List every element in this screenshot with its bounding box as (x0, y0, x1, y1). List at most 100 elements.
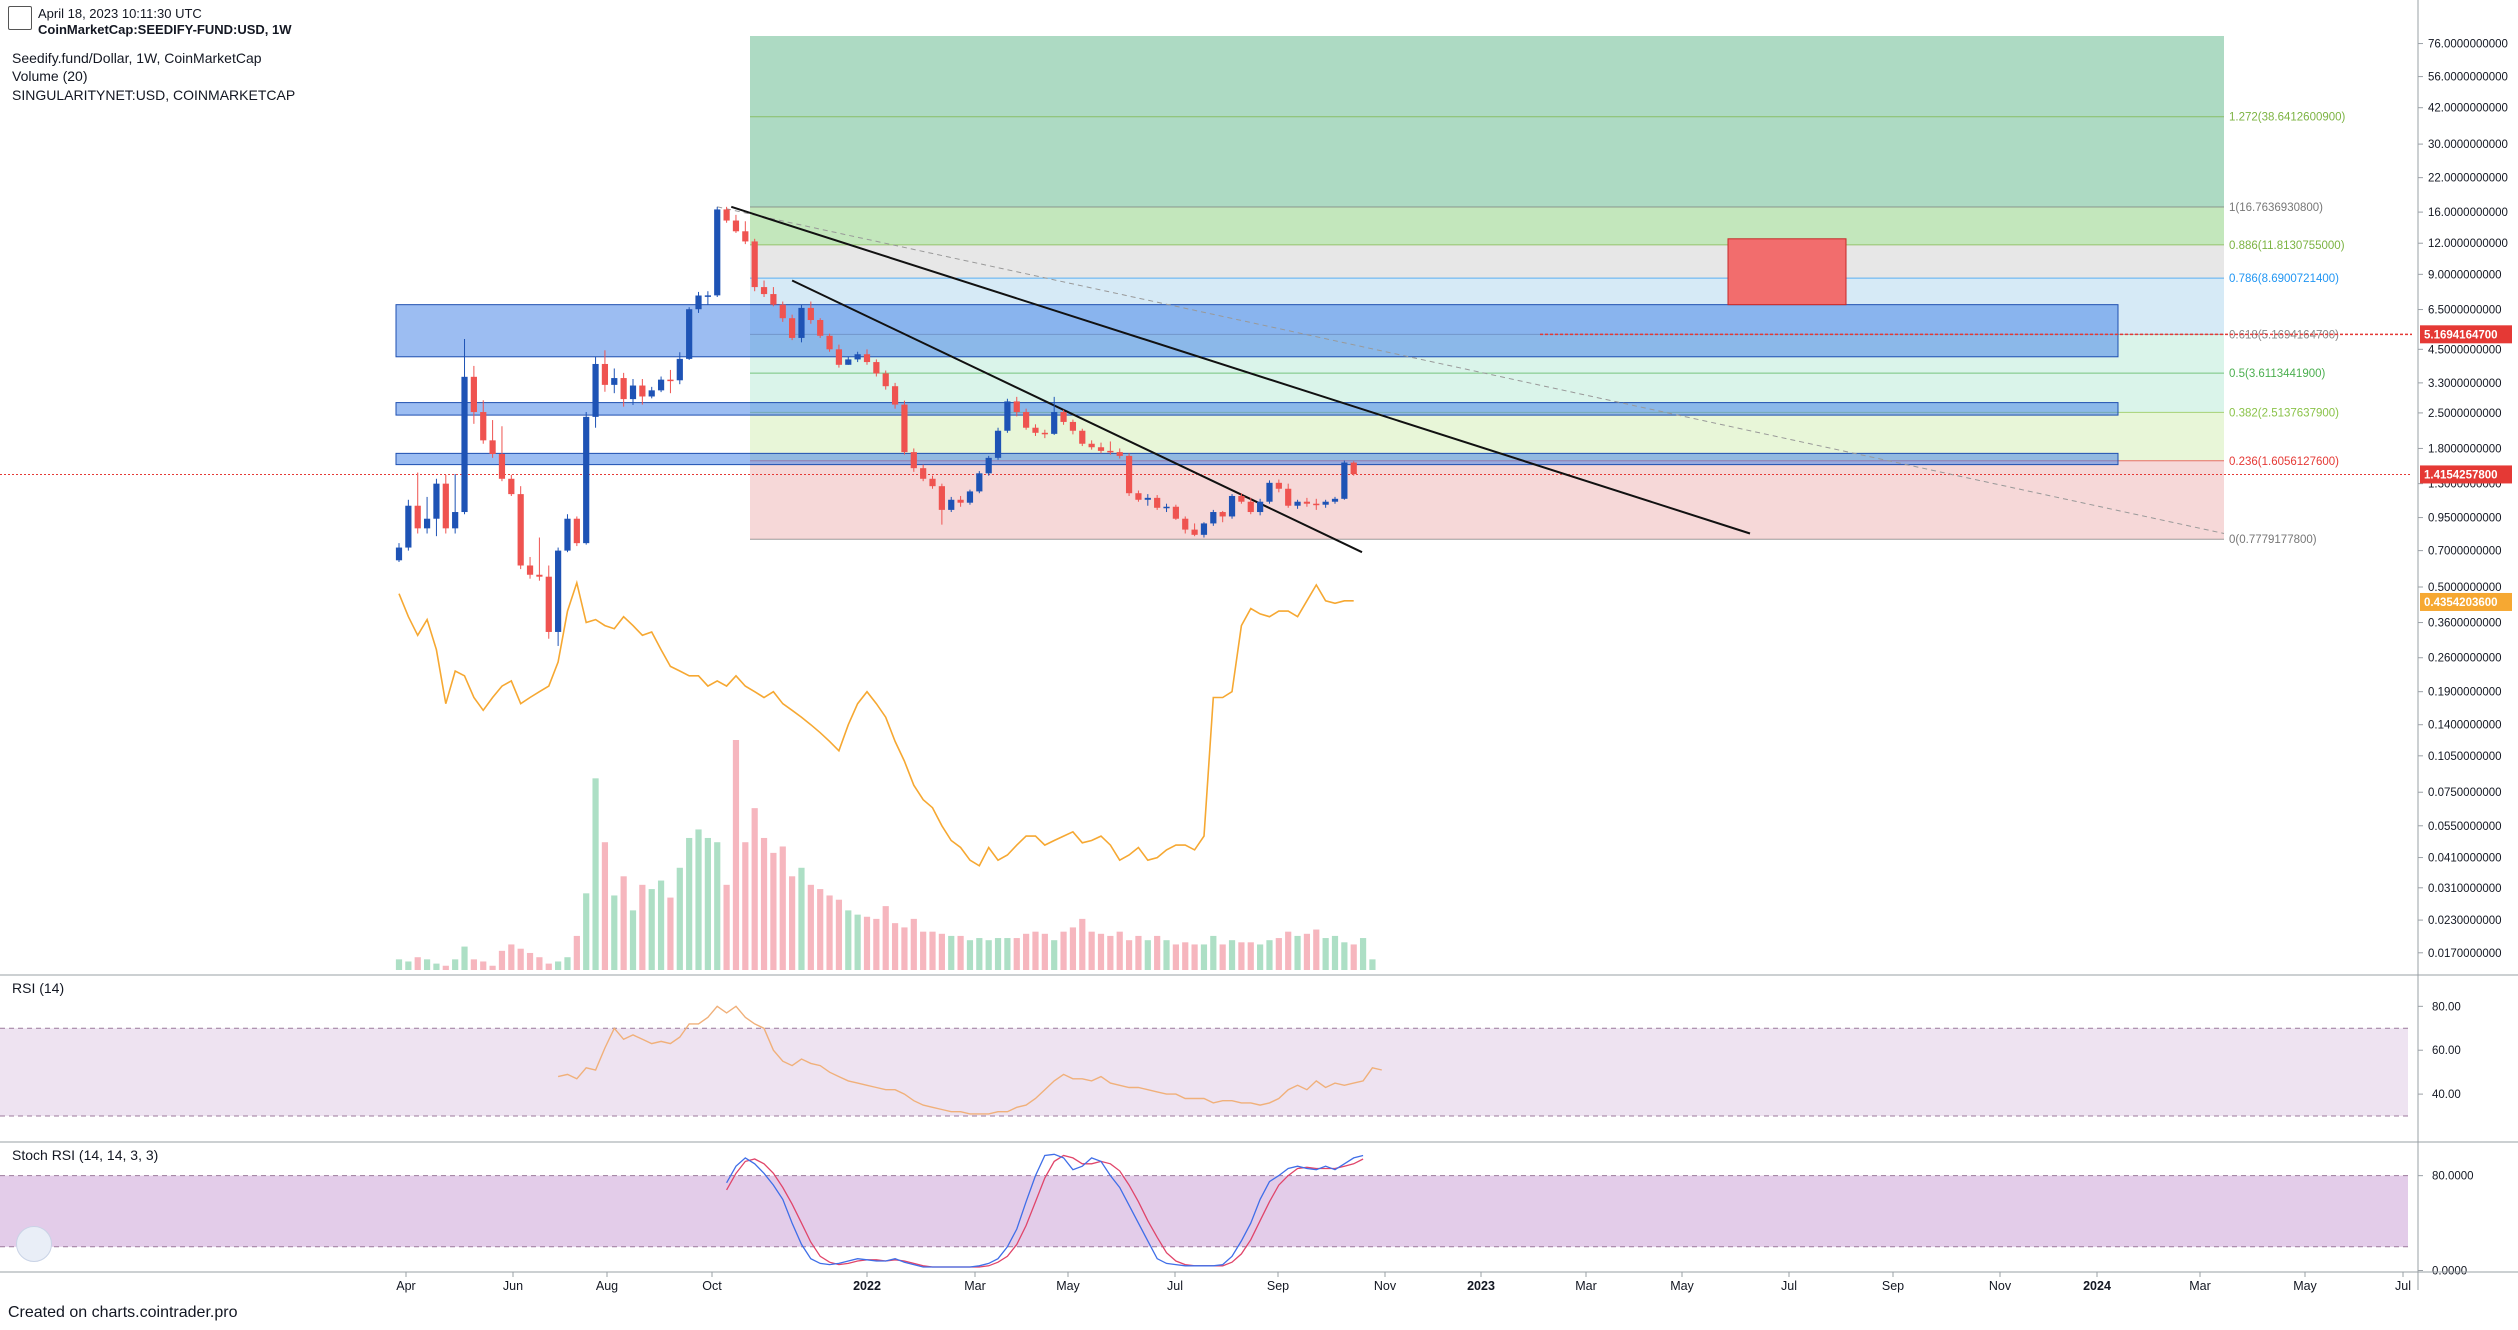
candle (1107, 441, 1114, 455)
price-tick-label: 9.0000000000 (2428, 269, 2502, 281)
candle (611, 368, 618, 394)
time-tick-label: May (1670, 1279, 1694, 1293)
candle (704, 291, 711, 305)
candle-body (1023, 412, 1030, 428)
candle-body (1200, 523, 1208, 535)
fib-band-top (750, 36, 2224, 208)
candle (648, 386, 655, 399)
timestamp: April 18, 2023 10:11:30 UTC (38, 6, 202, 21)
volume-bar (452, 959, 459, 970)
candle-body (845, 359, 852, 365)
candle (1200, 522, 1208, 538)
volume-bar (601, 842, 609, 970)
candle (423, 496, 431, 534)
volume-bar (1247, 942, 1254, 970)
stoch-tick-label: 80.0000 (2432, 1171, 2474, 1183)
candle-body (498, 453, 506, 479)
compare-line (398, 579, 1354, 867)
candle-body (686, 309, 693, 359)
candle (1172, 504, 1179, 520)
candle-body (536, 574, 543, 577)
target-zone (1727, 238, 1847, 306)
volume-bar (1219, 944, 1226, 970)
volume-bar (835, 899, 843, 970)
candle-body (470, 376, 477, 413)
candle-body (704, 295, 711, 297)
volume-bar (1182, 942, 1189, 970)
volume-bar (1341, 942, 1348, 970)
candle (667, 369, 674, 394)
candle (1191, 523, 1198, 537)
candle-body (414, 505, 421, 529)
candle-body (1350, 462, 1357, 475)
volume-bar (1257, 944, 1264, 970)
candle (1247, 497, 1254, 515)
volume-bar (629, 910, 637, 970)
candle-body (1238, 495, 1245, 502)
candle (1219, 510, 1226, 523)
candle-body (583, 416, 590, 544)
candle-body (1172, 506, 1179, 519)
symbol-line: CoinMarketCap:SEEDIFY-FUND:USD, 1W (38, 22, 292, 37)
time-tick-label: Aug (596, 1279, 618, 1293)
candle-body (517, 494, 524, 566)
volume-bar (1294, 935, 1301, 970)
volume-bar (966, 940, 974, 970)
candle (526, 556, 534, 579)
candle-body (1303, 501, 1311, 504)
volume-bar (807, 884, 814, 970)
candle-body (1079, 430, 1086, 444)
candle-body (779, 304, 786, 319)
volume-bar (1088, 931, 1095, 970)
price-tick-label: 0.5000000000 (2428, 582, 2502, 594)
candle (629, 379, 637, 405)
candle-body (901, 404, 908, 453)
candle-body (807, 307, 814, 321)
candle-body (835, 349, 843, 365)
current-price-label-bg (2420, 465, 2512, 484)
candle (732, 214, 740, 233)
candle-body (461, 376, 468, 513)
volume-bar (526, 952, 534, 970)
candle (452, 474, 459, 534)
candle (564, 514, 571, 553)
candle (938, 483, 945, 525)
candle-body (452, 512, 459, 529)
candle-body (817, 320, 824, 336)
candle (807, 301, 814, 324)
candle (405, 499, 412, 551)
rsi-line (557, 1005, 1382, 1115)
volume-bar (985, 940, 992, 970)
candle-body (1088, 443, 1095, 448)
candle (779, 301, 786, 322)
volume-bar (994, 938, 1002, 970)
volume-bar (789, 876, 796, 970)
candle (489, 420, 496, 458)
candle-body (1191, 529, 1198, 535)
volume-bar (573, 935, 580, 970)
volume-bar (742, 842, 749, 970)
candle-body (1228, 495, 1236, 517)
volume-bar (1331, 935, 1339, 970)
candle-body (601, 363, 609, 385)
candle (985, 455, 992, 476)
time-tick-label: Apr (396, 1279, 415, 1293)
candle (1275, 479, 1282, 493)
time-tick-label: Nov (1374, 1279, 1397, 1293)
volume-bar (723, 884, 730, 970)
candle-body (985, 457, 992, 474)
rsi-tick-label: 80.00 (2432, 1001, 2461, 1013)
candle-body (1285, 488, 1292, 506)
time-tick-label: Nov (1989, 1279, 2012, 1293)
volume-bar (901, 927, 908, 970)
candle (845, 356, 852, 365)
candle-body (957, 499, 964, 503)
stoch-d-line (726, 1154, 1364, 1268)
volume-bar (1163, 940, 1170, 970)
candle (929, 475, 936, 489)
candle (395, 543, 403, 563)
fib-level-label: 0.5(3.6113441900) (2229, 368, 2326, 380)
stoch-k-line (726, 1153, 1364, 1268)
watermark-icon (16, 1226, 52, 1262)
time-tick-label: Jul (1781, 1279, 1797, 1293)
